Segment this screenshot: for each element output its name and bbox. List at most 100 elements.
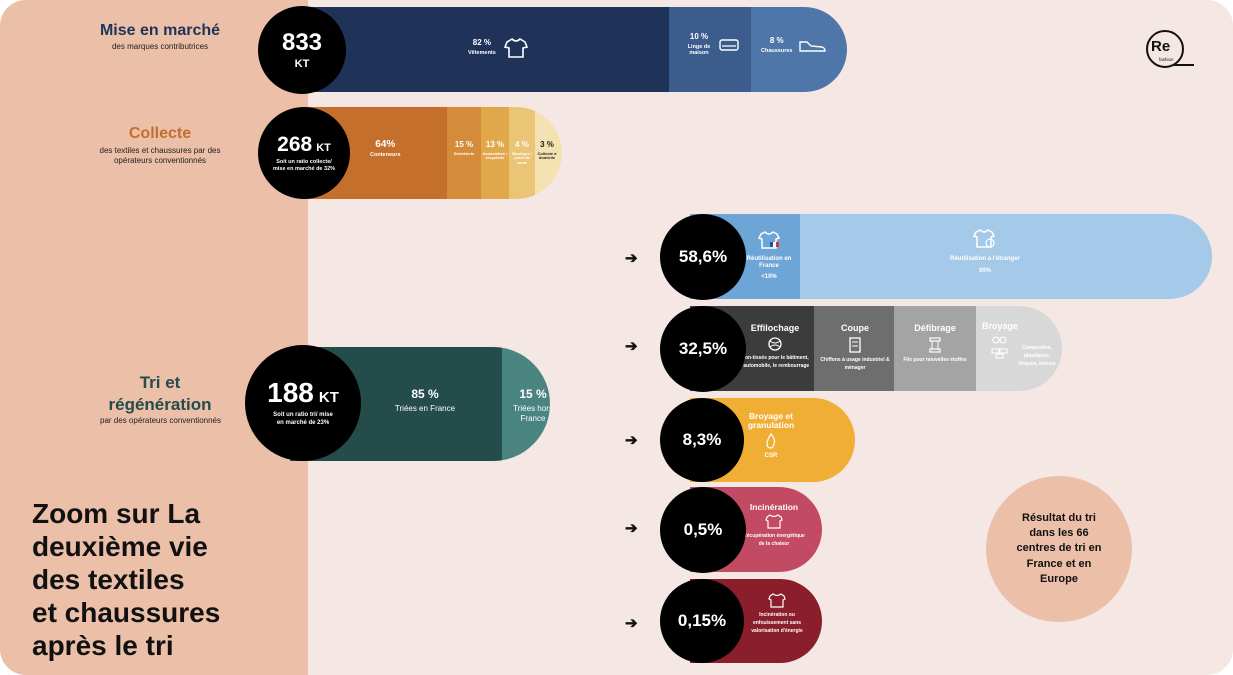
tri-seg-hors-france: 15 % Triées hors France	[502, 347, 550, 461]
collecte-seg-boutique: 4 % Boutique / point de vente	[509, 107, 535, 199]
tshirt-fire-icon	[765, 514, 783, 529]
zoom-title-line: deuxième vie	[32, 531, 208, 563]
spool-icon	[929, 337, 941, 353]
mise-title: Mise en marché	[99, 22, 221, 39]
collecte-seg-association: 13 % Association / recyclerie	[481, 107, 509, 199]
outcome-value: 8,3%	[682, 430, 722, 449]
tri-seg-pct: 15 %	[519, 387, 547, 401]
cloth-icon	[849, 337, 861, 353]
tri-note: Soit un ratio tri/ mise en marché de 23%	[273, 411, 333, 426]
tri-total-circle: 188 KT Soit un ratio tri/ mise en marché…	[245, 345, 361, 461]
outcome-recycle-circle: 32,5%	[660, 306, 746, 392]
mise-seg-chaussures: 8 % Chaussures	[751, 7, 847, 92]
result-bubble: Résultat du tri dans les 66 centres de t…	[986, 476, 1132, 622]
outcome-csr-circle: 8,3%	[660, 398, 744, 482]
reuse-france-pct: <10%	[761, 273, 777, 280]
reuse-abroad-pct: 90%	[978, 267, 991, 274]
zoom-title-line: après le tri	[32, 630, 174, 662]
outcome-reuse-circle: 58,6%	[660, 214, 746, 300]
landfill-seg: Incinération ou enfouissement sans valor…	[746, 591, 808, 659]
tri-title: Tri et régénération	[108, 373, 212, 415]
outcome-value: 58,6%	[678, 247, 728, 266]
tri-value: 188	[267, 376, 314, 408]
mise-seg-vetements: 82 % Vêtements	[300, 7, 669, 92]
logo-text: Re	[1151, 38, 1171, 55]
arrow-icon: ➔	[625, 520, 638, 537]
mise-seg-pct: 10 %	[689, 32, 709, 41]
yarn-icon	[768, 337, 782, 351]
mise-seg-linge: 10 % Linge de maison	[669, 7, 751, 92]
mise-seg-label: Chaussures	[761, 47, 793, 54]
collecte-total-circle: 268 KT Soit un ratio collecte/ mise en m…	[258, 107, 350, 199]
defibrage-title: Défibrage	[914, 323, 956, 333]
defibrage-text: Fils pour nouvelles étoffes	[903, 356, 967, 363]
collecte-seg-pct: 15 %	[454, 140, 474, 149]
tri-seg-label: Triées hors France	[513, 404, 550, 423]
mise-seg-label: Linge de maison	[687, 43, 711, 57]
outcome-value: 0,5%	[683, 520, 723, 539]
arrow-icon: ➔	[625, 432, 638, 449]
coupe-text: Chiffons à usage industriel & ménager	[820, 356, 890, 371]
tri-unit: KT	[318, 388, 339, 406]
zoom-title-line: des textiles	[32, 564, 185, 596]
collecte-unit: KT	[316, 141, 331, 154]
broyage-title: Broyage	[981, 321, 1018, 331]
collecte-subtitle: des textiles et chaussures par des opéra…	[99, 146, 221, 165]
collecte-title: Collecte	[128, 125, 192, 142]
zoom-title: Zoom sur La deuxième vie des textiles et…	[32, 497, 302, 662]
collecte-seg-domicile: 3 % Collecte à domicile	[535, 107, 562, 199]
collecte-seg-pct: 64%	[375, 139, 396, 150]
outcome-incineration-circle: 0,5%	[660, 487, 746, 573]
mise-total-circle: 833 KT	[258, 6, 346, 94]
collecte-seg-pct: 4 %	[515, 140, 529, 149]
incineration-text: Récupération énergétique de la chaleur	[743, 533, 805, 548]
collecte-seg-pct: 3 %	[540, 140, 554, 149]
coupe-seg: Coupe Chiffons à usage industriel & ména…	[814, 306, 894, 391]
csr-text: CSR	[764, 452, 778, 459]
collecte-seg-label: Conteneurs	[370, 152, 401, 158]
tri-seg-pct: 85 %	[411, 387, 439, 401]
outcome-landfill-circle: 0,15%	[660, 579, 744, 663]
fire-icon	[766, 432, 776, 449]
defibrage-seg: Défibrage Fils pour nouvelles étoffes	[894, 306, 976, 391]
tri-seg-label: Triées en France	[394, 404, 456, 413]
outcome-reuse-bar: Réutilisation en France <10% Réutilisati…	[690, 214, 1212, 299]
bricks-icon	[991, 336, 1008, 359]
result-text: Résultat du tri dans les 66 centres de t…	[1016, 511, 1102, 586]
reuse-abroad-text: Réutilisation à l'étranger	[950, 256, 1020, 262]
mise-seg-pct: 8 %	[769, 36, 784, 45]
mise-seg-pct: 82 %	[472, 38, 492, 48]
collecte-seg-decheterie: 15 % Déchèterie	[447, 107, 481, 199]
zoom-title-line: Zoom sur La	[32, 498, 201, 529]
left-panel	[0, 0, 308, 675]
tshirt-icon	[768, 593, 786, 608]
mise-bar: 82 % Vêtements 10 % Linge de maison 8 % …	[300, 7, 847, 92]
refashion-logo-icon	[1146, 30, 1194, 68]
incineration-seg: Incinération Récupération énergétique de…	[742, 503, 806, 567]
landfill-text: Incinération ou enfouissement sans valor…	[751, 612, 803, 634]
mise-subtitle: des marques contributrices	[111, 42, 209, 51]
coupe-title: Coupe	[841, 323, 869, 333]
mise-value: 833	[281, 28, 323, 56]
refashion-logo: Re fashion	[1144, 28, 1194, 74]
mise-unit: KT	[294, 57, 310, 70]
reuse-abroad-seg: Réutilisation à l'étranger 90%	[800, 214, 1212, 299]
collecte-seg-label: Boutique / point de vente	[512, 150, 532, 165]
incineration-title: Incinération	[749, 503, 799, 512]
tri-subtitle: par des opérateurs conventionnés	[100, 416, 221, 425]
collecte-note: Soit un ratio collecte/ mise en marché d…	[272, 158, 336, 172]
effilochage-title: Effilochage	[750, 323, 800, 333]
arrow-icon: ➔	[625, 615, 638, 632]
outcome-value: 0,15%	[677, 611, 727, 630]
zoom-title-line: et chaussures	[32, 597, 221, 629]
arrow-icon: ➔	[625, 250, 638, 267]
reuse-france-text: Réutilisation en France	[746, 256, 792, 269]
effilochage-text: Non-tissés pour le bâtiment, l'automobil…	[740, 354, 810, 369]
collecte-value: 268	[277, 132, 313, 156]
csr-title: Broyage et granulation	[747, 412, 795, 431]
arrow-icon: ➔	[625, 338, 638, 355]
tshirt-flag-icon	[758, 231, 780, 249]
outcome-value: 32,5%	[678, 339, 728, 358]
broyage-text: Composites, plastiques, briques, bétons	[1018, 345, 1056, 367]
